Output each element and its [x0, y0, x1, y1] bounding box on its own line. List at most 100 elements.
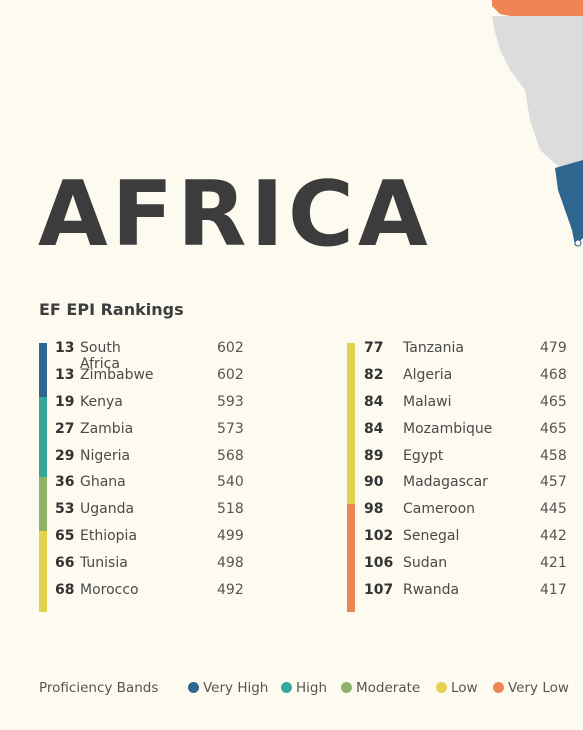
band-bar — [39, 477, 47, 505]
country-score: 602 — [217, 366, 244, 383]
rank-number: 36 — [55, 474, 75, 491]
country-name: Cameroon — [403, 501, 476, 518]
country-name: Algeria — [403, 366, 453, 383]
band-bar — [39, 585, 47, 613]
country-name: Ghana — [80, 474, 126, 491]
country-name: Tunisia — [80, 555, 128, 572]
country-score: 540 — [217, 474, 244, 491]
country-score: 593 — [217, 393, 244, 410]
country-name: Rwanda — [403, 582, 460, 599]
country-name: Zimbabwe — [80, 366, 154, 383]
band-bar — [347, 369, 355, 397]
country-name: Mozambique — [403, 420, 493, 437]
country-score: 492 — [217, 582, 244, 599]
country-name: Madagascar — [403, 474, 488, 491]
rank-number: 19 — [55, 393, 75, 410]
band-bar — [347, 450, 355, 478]
legend-label: Very High — [203, 680, 269, 696]
country-score: 468 — [540, 366, 567, 383]
country-name: Tanzania — [403, 340, 464, 356]
very-low-dot-icon — [493, 682, 504, 693]
country-name: Uganda — [80, 501, 135, 518]
country-name: Malawi — [403, 393, 452, 410]
band-bar — [39, 369, 47, 397]
country-score: 602 — [217, 340, 244, 356]
country-score: 573 — [217, 420, 244, 437]
band-bar — [39, 531, 47, 559]
band-bar — [39, 450, 47, 478]
legend-item-high: High — [281, 680, 327, 696]
rank-number: 53 — [55, 501, 75, 518]
country-score: 465 — [540, 393, 567, 410]
rank-number: 82 — [364, 366, 384, 383]
country-score: 421 — [540, 555, 567, 572]
country-name: Kenya — [80, 393, 123, 410]
rank-number: 90 — [364, 474, 384, 491]
band-bar — [39, 343, 47, 370]
band-bar — [347, 558, 355, 586]
country-score: 417 — [540, 582, 567, 599]
country-name: Morocco — [80, 582, 139, 599]
rank-number: 66 — [55, 555, 75, 572]
rank-number: 29 — [55, 447, 75, 464]
very-high-dot-icon — [188, 682, 199, 693]
map-country-very-low — [492, 0, 583, 18]
country-score: 479 — [540, 340, 567, 356]
legend-item-very-high: Very High — [188, 680, 268, 696]
band-bar — [39, 558, 47, 586]
country-score: 518 — [217, 501, 244, 518]
band-bar — [347, 477, 355, 505]
legend-label: Moderate — [356, 680, 421, 696]
country-name: Ethiopia — [80, 528, 138, 545]
country-name: Senegal — [403, 528, 460, 545]
country-score: 458 — [540, 447, 567, 464]
legend-label: Very Low — [508, 680, 569, 696]
map-country-gray — [492, 16, 583, 168]
page-title: AFRICA — [38, 162, 432, 267]
rank-number: 77 — [364, 340, 384, 356]
legend-title: Proficiency Bands — [39, 680, 159, 696]
rank-number: 68 — [55, 582, 75, 599]
country-score: 568 — [217, 447, 244, 464]
high-dot-icon — [281, 682, 292, 693]
country-name: Egypt — [403, 447, 444, 464]
band-bar — [347, 531, 355, 559]
rank-number: 107 — [364, 582, 394, 599]
low-dot-icon — [436, 682, 447, 693]
rank-number: 13 — [55, 366, 75, 383]
africa-map-illustration — [492, 0, 583, 247]
legend-label: High — [296, 680, 328, 696]
rank-number: 89 — [364, 447, 384, 464]
proficiency-legend: Proficiency Bands Very High High Moderat… — [39, 679, 579, 699]
rankings-subtitle: EF EPI Rankings — [39, 300, 184, 319]
country-score: 442 — [540, 528, 567, 545]
rank-number: 84 — [364, 393, 384, 410]
band-bar — [347, 504, 355, 532]
map-island — [574, 239, 582, 247]
rank-number: 27 — [55, 420, 75, 437]
country-score: 498 — [217, 555, 244, 572]
country-name: Zambia — [80, 420, 134, 437]
country-score: 445 — [540, 501, 567, 518]
map-country-very-high — [555, 160, 583, 246]
band-bar — [347, 396, 355, 424]
rank-number: 106 — [364, 555, 394, 572]
band-bar — [39, 423, 47, 451]
band-bar — [39, 396, 47, 424]
country-score: 465 — [540, 420, 567, 437]
country-name: Nigeria — [80, 447, 131, 464]
rank-number: 65 — [55, 528, 75, 545]
moderate-dot-icon — [341, 682, 352, 693]
country-name: South Africa — [80, 340, 121, 372]
rank-number: 98 — [364, 501, 384, 518]
country-score: 499 — [217, 528, 244, 545]
band-bar — [347, 343, 355, 370]
country-score: 457 — [540, 474, 567, 491]
legend-item-low: Low — [436, 680, 478, 696]
country-name: Sudan — [403, 555, 448, 572]
legend-item-very-low: Very Low — [493, 680, 569, 696]
legend-label: Low — [451, 680, 478, 696]
rank-number: 84 — [364, 420, 384, 437]
rank-number: 13 — [55, 340, 75, 356]
legend-item-moderate: Moderate — [341, 680, 420, 696]
